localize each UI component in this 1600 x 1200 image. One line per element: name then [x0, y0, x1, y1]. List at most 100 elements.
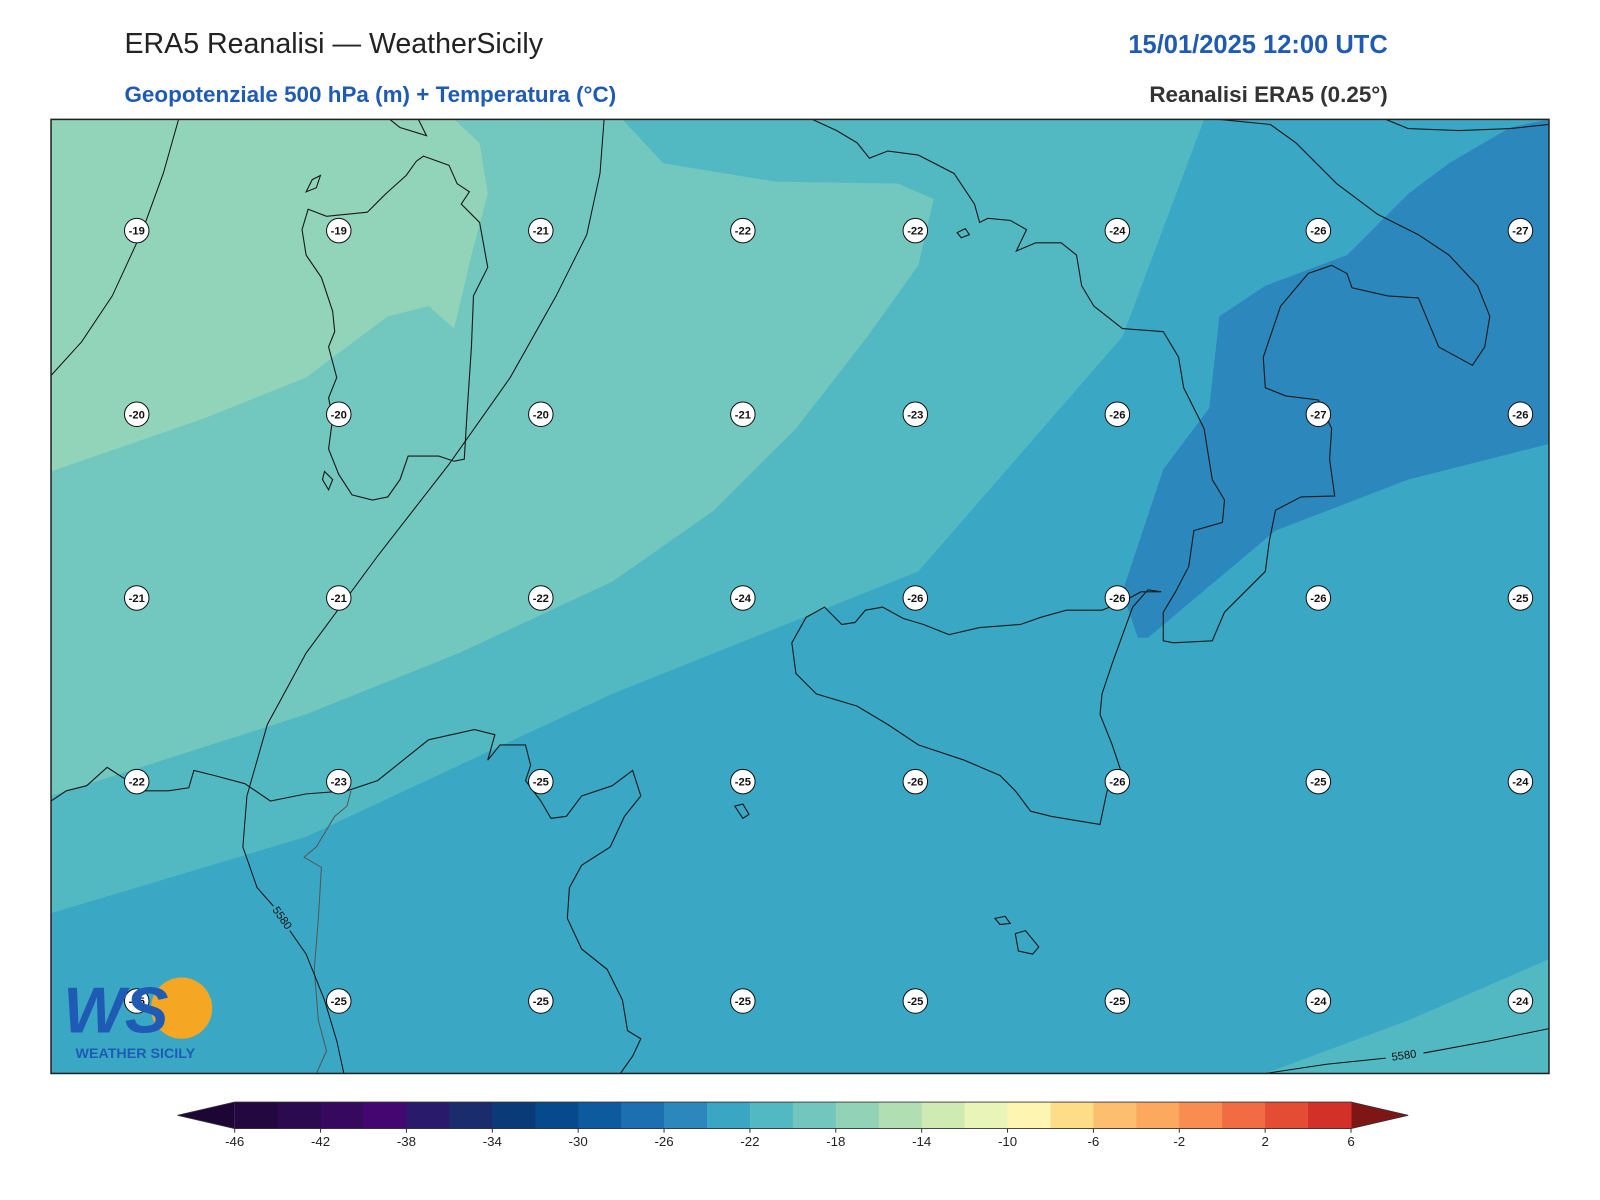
field-band: [51, 119, 488, 472]
colorbar-bin: [1093, 1102, 1137, 1129]
temperature-marker: [1507, 585, 1534, 611]
logo-mark: WS: [63, 974, 168, 1047]
colorbar-bin: [878, 1102, 923, 1129]
temperature-marker: [528, 401, 554, 428]
colorbar-bin: [706, 1102, 751, 1129]
colorbar-bin: [749, 1102, 794, 1129]
temperature-label: -24: [1310, 996, 1327, 1008]
temperature-marker: [123, 401, 150, 428]
colorbar-tick-label: -6: [1088, 1134, 1100, 1149]
temperature-marker: [1305, 217, 1332, 244]
temperature-label: -25: [907, 996, 923, 1008]
temperature-label: -25: [735, 777, 751, 789]
temperature-label: -24: [735, 593, 752, 605]
colorbar-bin: [1136, 1102, 1180, 1129]
colorbar-tick-label: -34: [483, 1134, 502, 1149]
temperature-marker: [1104, 217, 1131, 244]
temperature-marker: [123, 768, 150, 795]
coastline: [812, 119, 1491, 644]
temperature-label: -25: [1109, 996, 1125, 1008]
colorbar-bin: [449, 1102, 493, 1129]
colorbar-bin: [277, 1102, 322, 1129]
coastline: [389, 119, 428, 137]
coastline: [304, 174, 334, 492]
temperature-label: -25: [129, 996, 145, 1008]
temperature-marker: [528, 768, 554, 795]
colorbar-bin: [664, 1102, 708, 1129]
temperature-marker: [326, 585, 352, 611]
temperature-labels: -19 -19 -21 -22 -22 -24 -26 -27 -20 -20 -20 -21 -23 -…: [123, 217, 1534, 1014]
colorbar-over: [1351, 1102, 1409, 1129]
temperature-marker: [730, 401, 756, 428]
temperature-label: -27: [1512, 226, 1528, 238]
temperature-label: -23: [907, 409, 923, 421]
colorbar-bin: [320, 1102, 365, 1129]
temperature-label: -25: [1512, 593, 1528, 605]
map: 5580 5580 -19 -19 -21 -22 -22 -24 -26 -27-20 -20…: [51, 119, 1549, 1074]
datetime: 15/01/2025 12:00 UTC: [1128, 31, 1387, 59]
contour: [1265, 1028, 1549, 1074]
colorbar-tick-label: -10: [998, 1134, 1017, 1149]
colorbar-tick-label: -2: [1173, 1134, 1185, 1149]
temperature-marker: [326, 217, 352, 244]
temperature-marker: [730, 988, 756, 1014]
coastline: [51, 729, 642, 1074]
field-band: [1265, 959, 1549, 1074]
temperature-label: -26: [1109, 409, 1125, 421]
colorbar-tick-label: -42: [311, 1134, 330, 1149]
temperature-marker: [902, 217, 929, 244]
temperature-marker: [123, 217, 150, 244]
temperature-marker: [1507, 401, 1534, 428]
temperature-label: -26: [1310, 226, 1326, 238]
temperature-marker: [730, 217, 756, 244]
temperature-label: -20: [331, 409, 347, 421]
colorbar-bin: [363, 1102, 407, 1129]
temperature-marker: [123, 585, 150, 611]
temperature-marker: [730, 585, 756, 611]
temperature-marker: [1305, 585, 1332, 611]
temperature-marker: [730, 768, 756, 795]
contour: [242, 119, 605, 1074]
temperature-marker: [1305, 988, 1332, 1014]
temperature-marker: [1104, 401, 1131, 428]
colorbar-tick-label: -46: [225, 1134, 244, 1149]
coastline: [733, 803, 1040, 955]
colorbar-bin: [1222, 1102, 1266, 1129]
logo: WS Weather Sicily: [63, 974, 213, 1062]
colorbar-tick-label: -22: [740, 1134, 759, 1149]
colorbar-bin: [406, 1102, 450, 1129]
logo-sun: [151, 977, 213, 1039]
coastline: [301, 155, 489, 501]
colorbar-bin: [1265, 1102, 1309, 1129]
colorbar-bin: [921, 1102, 966, 1129]
colorbar: -46 -42 -38 -34 -30 -26 -22 -18 -14 -10 -6 -2 2 6: [177, 1101, 1409, 1149]
temperature-marker: [902, 401, 929, 428]
temperature-label: -26: [1310, 593, 1326, 605]
temperature-marker: [326, 988, 352, 1014]
temperature-label: -26: [907, 777, 923, 789]
temperature-label: -19: [129, 226, 145, 238]
temperature-label: -25: [331, 996, 347, 1008]
temperature-label: -21: [533, 226, 549, 238]
colorbar-bin: [964, 1102, 1009, 1129]
colorbar-bin: [535, 1102, 579, 1129]
coastline: [956, 227, 971, 239]
colorbar-bin: [234, 1102, 279, 1129]
temperature-marker: [1104, 585, 1131, 611]
temperature-label: -20: [533, 409, 549, 421]
coastline: [1385, 119, 1549, 132]
colorbar-tick-label: -14: [912, 1134, 931, 1149]
temperature-label: -26: [1512, 409, 1528, 421]
subtitle: Geopotenziale 500 hPa (m) + Temperatura …: [124, 82, 616, 107]
colorbar-bin: [1007, 1102, 1051, 1129]
colorbar-tick-label: 2: [1261, 1134, 1268, 1149]
temperature-marker: [528, 585, 554, 611]
temperature-marker: [1305, 768, 1332, 795]
colorbar-bin: [621, 1102, 665, 1129]
temperature-marker: [902, 988, 929, 1014]
contour: [51, 119, 180, 376]
temperature-label: -22: [735, 226, 751, 238]
map-frame: [50, 118, 1550, 1075]
temperature-label: -25: [533, 996, 549, 1008]
border: [303, 790, 352, 1074]
